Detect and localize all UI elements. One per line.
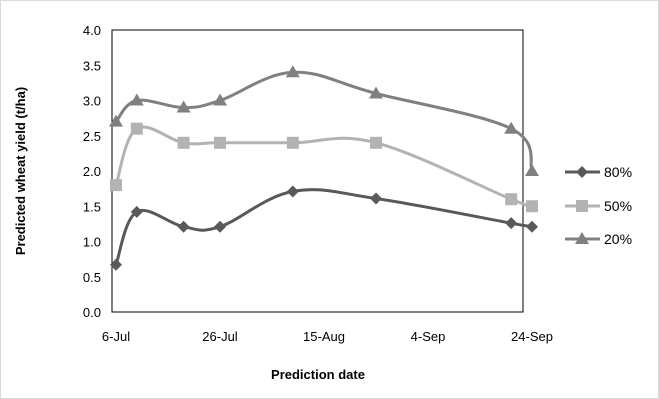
legend-label: 20% — [604, 231, 632, 247]
legend-item: 50% — [565, 198, 632, 214]
series-50% — [110, 122, 538, 213]
x-tick-labels: 6-Jul 26-Jul 15-Aug 4-Sep 24-Sep — [102, 329, 553, 344]
x-tick-label: 15-Aug — [303, 329, 345, 344]
data-point — [370, 136, 382, 149]
legend-marker — [575, 232, 589, 244]
data-point — [110, 179, 122, 192]
data-point — [213, 93, 227, 106]
data-point — [177, 220, 190, 233]
y-tick-label: 3.5 — [83, 58, 101, 73]
x-tick-label: 4-Sep — [411, 329, 446, 344]
series-line — [114, 188, 533, 266]
plot-area — [111, 29, 524, 313]
series-20% — [109, 65, 539, 176]
data-point — [370, 192, 382, 205]
x-tick-label: 24-Sep — [511, 329, 553, 344]
x-tick-label: 26-Jul — [202, 329, 238, 344]
data-point — [526, 220, 538, 233]
series-line — [114, 70, 534, 172]
data-point — [286, 185, 299, 198]
data-point — [505, 217, 518, 230]
data-point — [130, 122, 143, 135]
y-tick-labels: 0.0 0.5 1.0 1.5 2.0 2.5 3.0 3.5 4.0 — [83, 23, 101, 320]
data-point — [285, 65, 300, 78]
y-tick-label: 0.0 — [83, 305, 101, 320]
data-point — [176, 100, 191, 113]
data-point — [214, 136, 226, 149]
data-point — [505, 193, 518, 206]
data-point — [130, 205, 143, 218]
legend-item: 80% — [565, 164, 632, 180]
data-point — [526, 200, 538, 213]
data-point — [286, 136, 299, 149]
legend-marker — [576, 200, 588, 212]
data-point — [109, 114, 123, 127]
data-point — [214, 220, 226, 233]
x-axis-title: Prediction date — [271, 367, 365, 382]
data-point — [177, 136, 190, 149]
data-point — [369, 86, 383, 99]
y-tick-label: 0.5 — [83, 270, 101, 285]
legend-label: 50% — [604, 198, 632, 214]
series-80% — [110, 185, 538, 271]
legend: 80% 50% 20% — [565, 164, 632, 247]
y-tick-label: 2.5 — [83, 129, 101, 144]
x-tick-label: 6-Jul — [102, 329, 130, 344]
data-point — [504, 121, 519, 134]
data-point — [110, 258, 122, 271]
legend-label: 80% — [604, 164, 632, 180]
y-tick-label: 1.5 — [83, 199, 101, 214]
legend-item: 20% — [565, 231, 632, 247]
legend-marker — [576, 166, 588, 178]
series-layer — [109, 65, 539, 271]
y-axis-title: Predicted wheat yield (t/ha) — [13, 87, 28, 255]
y-tick-label: 2.0 — [83, 164, 101, 179]
data-point — [525, 164, 539, 176]
y-tick-label: 3.0 — [83, 94, 101, 109]
y-tick-label: 1.0 — [83, 235, 101, 250]
data-point — [129, 93, 144, 106]
y-tick-label: 4.0 — [83, 23, 101, 38]
